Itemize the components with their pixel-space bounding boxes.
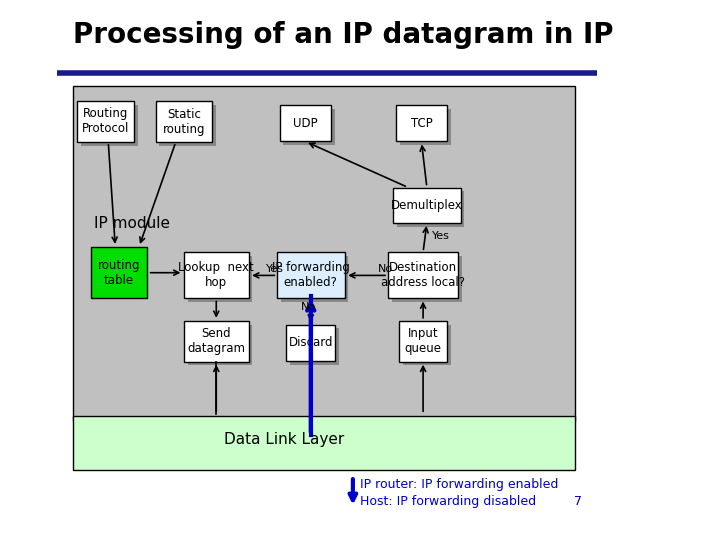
Text: Destination
address local?: Destination address local? [381,261,465,289]
Text: Input
queue: Input queue [405,327,441,355]
Bar [279,105,331,141]
Text: IP forwarding
enabled?: IP forwarding enabled? [272,261,350,289]
Text: No: No [378,264,393,274]
Text: Yes: Yes [266,264,284,274]
Bar [399,321,447,362]
Bar [91,247,148,298]
Text: No: No [301,302,316,313]
Bar [77,102,134,141]
Bar [184,321,248,362]
Text: Lookup  next
hop: Lookup next hop [179,261,254,289]
Bar [188,325,253,365]
Bar [281,256,348,302]
Bar [159,105,216,145]
Bar [73,416,575,470]
Bar [400,109,451,145]
Bar [184,253,248,298]
Bar [393,187,461,222]
Text: Data Link Layer: Data Link Layer [224,433,344,448]
Bar [402,325,451,365]
Bar [396,105,447,141]
Bar [287,325,335,361]
Text: UDP: UDP [293,117,318,130]
Text: Host: IP forwarding disabled: Host: IP forwarding disabled [361,495,536,508]
Bar [284,109,335,145]
Bar [388,253,458,298]
Bar [290,328,339,365]
Text: TCP: TCP [410,117,432,130]
Bar [188,256,253,302]
Bar [156,102,212,141]
Text: Demultiplex: Demultiplex [391,199,463,212]
Bar [392,256,462,302]
Text: Send
datagram: Send datagram [187,327,246,355]
Bar [397,192,464,226]
Bar [277,253,344,298]
Text: Yes: Yes [432,231,449,241]
Text: Routing
Protocol: Routing Protocol [82,107,130,136]
Text: Processing of an IP datagram in IP: Processing of an IP datagram in IP [73,21,613,49]
Text: Discard: Discard [289,336,333,349]
Text: IP router: IP forwarding enabled: IP router: IP forwarding enabled [361,478,559,491]
Bar [73,86,575,421]
Bar [81,105,138,145]
Text: routing
table: routing table [98,259,140,287]
Text: IP module: IP module [94,216,170,231]
Text: Static
routing: Static routing [163,107,205,136]
Text: 7: 7 [575,495,582,508]
